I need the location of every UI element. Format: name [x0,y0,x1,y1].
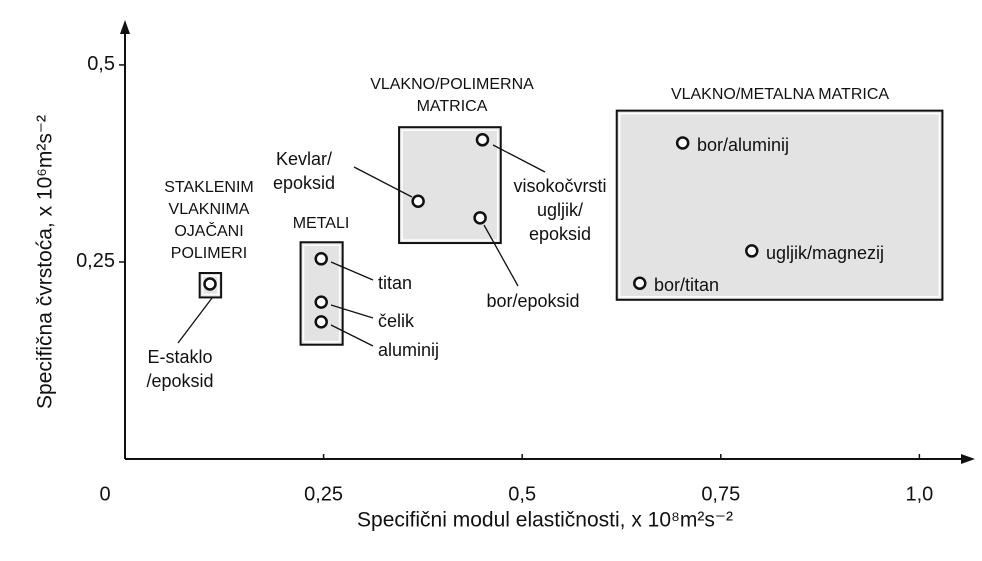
x-tick-label: 0,75 [701,483,740,505]
leader-line [483,224,519,287]
point-label: bor/epoksid [486,291,579,311]
point-label: ugljik/magnezij [766,243,884,263]
x-tick-label: 0,5 [508,483,536,505]
leader-line [330,304,374,319]
point-label: epoksid [273,173,335,193]
point [475,133,490,147]
group-label: VLAKNO/POLIMERNA [370,76,534,93]
group-box [615,109,944,301]
group-label: POLIMERI [171,245,247,262]
group-box-inner [618,112,941,298]
y-axis-arrow [120,20,130,34]
group-label: MATRICA [417,98,488,115]
point-label: aluminij [378,340,439,360]
point-label: /epoksid [146,371,213,391]
leader-line [177,297,213,344]
group-label: VLAKNO/METALNA MATRICA [671,86,889,103]
x-tick-label: 1,0 [905,483,933,505]
point-label: čelik [378,311,415,331]
group-box-inner [302,244,341,343]
x-tick-label: 0,25 [304,483,343,505]
leader-line [492,144,546,173]
y-axis-label: Specifična čvrstoća, x 10⁶m²s⁻² [34,115,57,409]
leader-line [330,261,374,281]
group-label: STAKLENIM [164,179,254,196]
group-box-inner [401,129,499,241]
leader-line [353,166,413,198]
point-label: bor/aluminij [697,135,789,155]
point [745,244,759,258]
group-label: VLAKNIMA [169,201,250,218]
point [314,315,328,329]
point-label: ugljik/ [537,200,583,220]
point [314,252,328,266]
point [675,136,690,150]
x-tick-label: 0 [99,483,110,505]
leader-line [330,324,374,347]
y-tick-label: 0,25 [76,250,115,272]
group-label: OJAČANI [174,221,243,240]
point [203,277,217,291]
y-tick-label: 0,5 [87,53,115,75]
point-label: E-staklo [147,347,212,367]
point-label: epoksid [529,224,591,244]
point-label: Kevlar/ [276,149,332,169]
x-axis-label: Specifični modul elastičnosti, x 10⁸m²s⁻… [357,509,733,532]
point-label: bor/titan [654,275,719,295]
group-label: METALI [293,215,350,232]
point-label: titan [378,273,412,293]
point [633,276,647,290]
point [411,194,425,209]
point [473,211,487,225]
x-axis-arrow [961,454,975,464]
group-box-inner [201,275,219,296]
point [314,295,328,309]
group-box [398,126,502,245]
point-label: visokočvrsti [513,176,606,196]
